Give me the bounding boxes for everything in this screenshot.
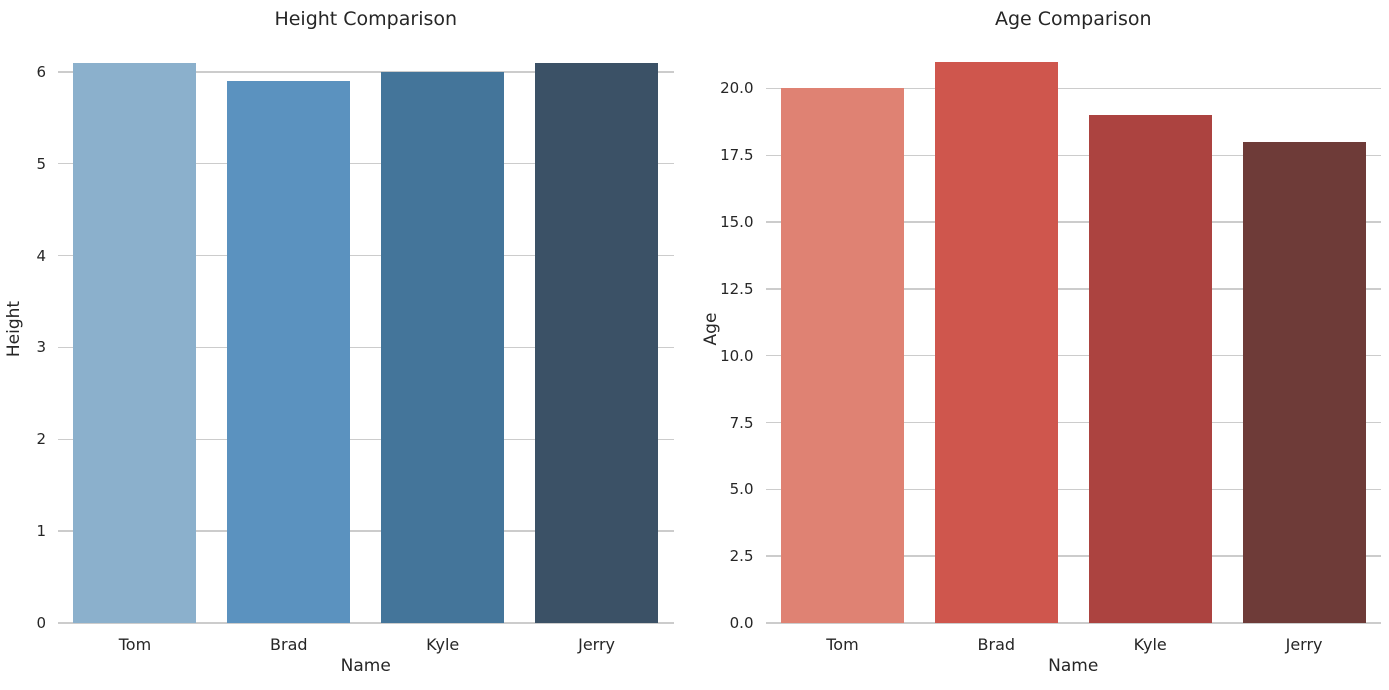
y-tick-label: 1: [36, 522, 46, 541]
gridline: [58, 346, 674, 349]
gridline: [765, 488, 1381, 491]
bar-brad: [227, 80, 351, 623]
chart-title-height-comparison: Height Comparison: [274, 8, 458, 30]
gridline: [765, 154, 1381, 157]
bar-jerry: [1242, 141, 1366, 623]
y-tick-label: 2.5: [729, 547, 754, 566]
x-tick-label-jerry: Jerry: [1285, 635, 1323, 654]
x-axis-label-name-right: Name: [1048, 656, 1099, 676]
plot-area-age-comparison: [765, 35, 1381, 624]
y-tick-label: 5: [36, 154, 46, 173]
gridline: [58, 438, 674, 440]
gridline: [765, 421, 1381, 424]
x-tick-label-tom: Tom: [118, 635, 152, 654]
bar-kyle: [381, 71, 505, 623]
bar-tom: [780, 88, 904, 623]
x-tick-label-brad: Brad: [270, 635, 308, 654]
x-tick-label-kyle: Kyle: [426, 635, 460, 654]
bar-brad: [934, 61, 1058, 623]
x-tick-label-tom: Tom: [826, 635, 859, 654]
gridline: [58, 162, 674, 165]
y-tick-label: 2: [36, 430, 46, 449]
gridline: [58, 254, 674, 257]
bar-kyle: [1088, 115, 1212, 623]
y-tick-label: 4: [36, 246, 46, 265]
bar-jerry: [535, 62, 659, 623]
chart-title-age-comparison: Age Comparison: [994, 8, 1152, 30]
y-tick-label: 20.0: [720, 79, 754, 98]
y-tick-label: 3: [36, 338, 46, 357]
x-axis-label-name-left: Name: [340, 656, 391, 676]
gridline: [765, 622, 1381, 624]
y-tick-label: 0.0: [729, 614, 754, 632]
gridline: [58, 71, 674, 73]
gridline: [765, 288, 1381, 290]
x-tick-label-jerry: Jerry: [578, 635, 616, 654]
y-tick-label: 7.5: [729, 413, 754, 432]
x-tick-label-kyle: Kyle: [1133, 635, 1167, 654]
y-tick-label: 5.0: [729, 480, 754, 499]
gridline: [765, 354, 1381, 357]
y-tick-label: 6: [36, 62, 46, 81]
y-axis-label-height: Height: [4, 300, 24, 358]
gridline: [58, 622, 674, 624]
gridline: [765, 221, 1381, 223]
y-tick-label: 10.0: [720, 346, 754, 365]
y-tick-label: 0: [36, 614, 46, 632]
gridline: [58, 530, 674, 532]
y-tick-label: 15.0: [720, 213, 754, 232]
plot-area-height-comparison: [58, 35, 674, 624]
y-tick-label: 17.5: [720, 146, 754, 165]
x-tick-label-brad: Brad: [977, 635, 1016, 654]
bar-tom: [73, 62, 197, 623]
y-tick-label: 12.5: [720, 279, 754, 298]
gridline: [765, 87, 1381, 90]
gridline: [765, 555, 1381, 557]
